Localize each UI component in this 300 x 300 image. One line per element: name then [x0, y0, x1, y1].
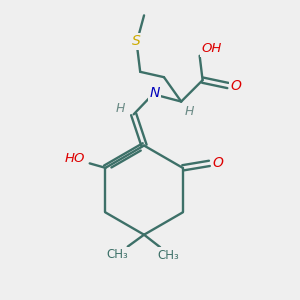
- Text: O: O: [231, 79, 242, 92]
- Text: S: S: [132, 34, 141, 48]
- Text: H: H: [185, 106, 194, 118]
- Text: HO: HO: [64, 152, 85, 165]
- Text: H: H: [116, 103, 125, 116]
- Text: CH₃: CH₃: [106, 248, 128, 261]
- Text: CH₃: CH₃: [158, 249, 179, 262]
- Text: OH: OH: [202, 42, 222, 55]
- Text: O: O: [212, 156, 223, 170]
- Text: N: N: [149, 85, 160, 100]
